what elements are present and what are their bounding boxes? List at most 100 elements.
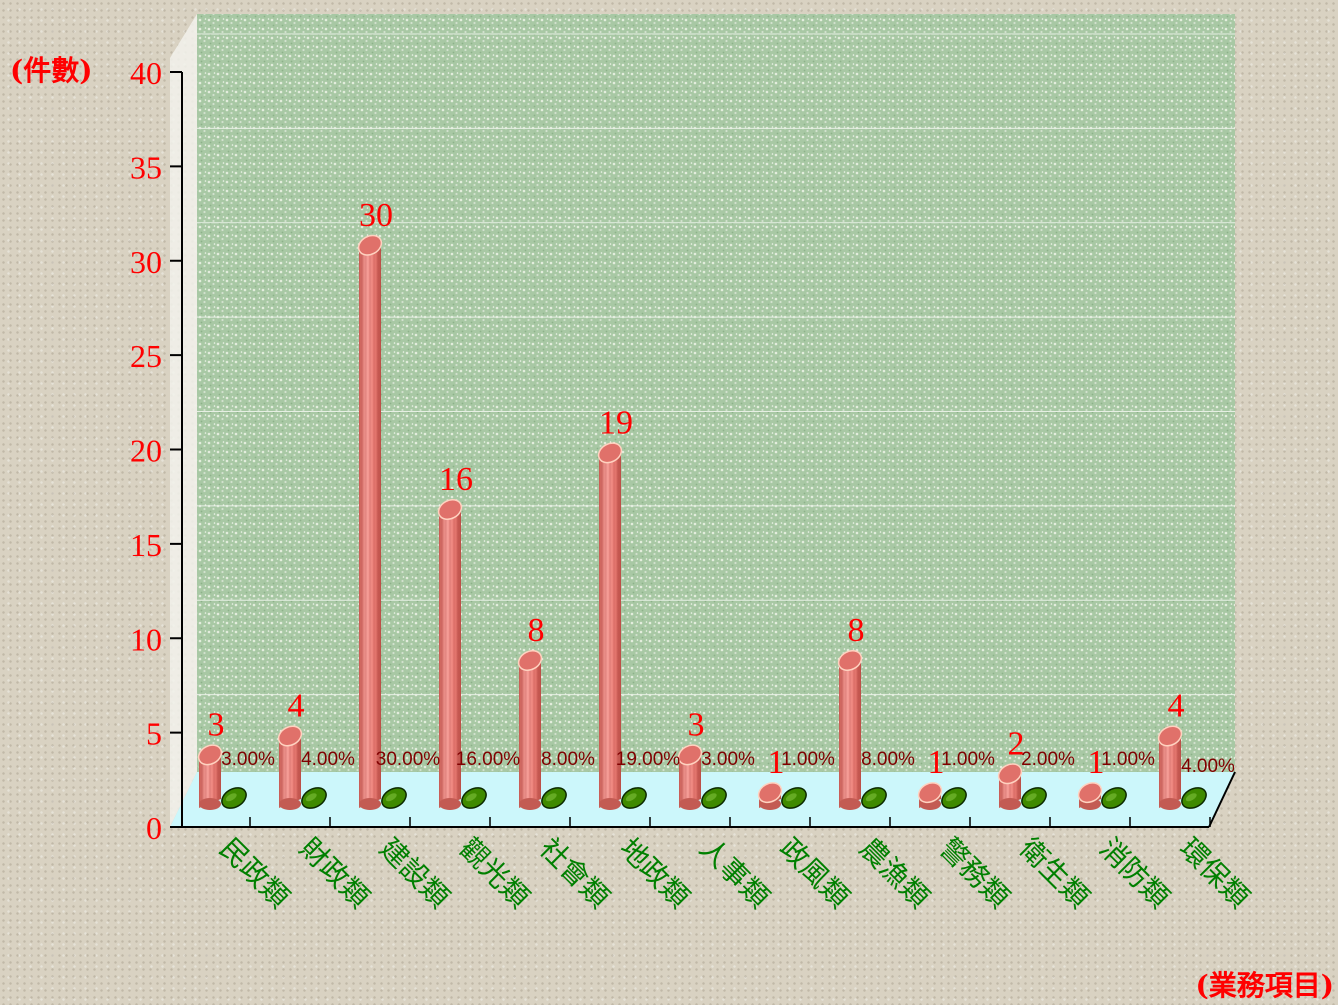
percent-label: 4.00% bbox=[301, 749, 355, 770]
value-label: 30 bbox=[359, 197, 393, 234]
value-label: 16 bbox=[439, 461, 473, 498]
bar bbox=[1157, 725, 1207, 810]
bar-base bbox=[199, 798, 221, 810]
value-label: 3 bbox=[208, 706, 225, 743]
y-tick-label: 35 bbox=[130, 149, 162, 185]
value-label: 4 bbox=[288, 688, 305, 725]
category-label: 政風類 bbox=[773, 832, 856, 915]
percent-marker-highlight bbox=[385, 793, 397, 802]
percent-marker-highlight bbox=[1025, 793, 1037, 802]
plot-side-wall bbox=[170, 14, 197, 827]
bar-top bbox=[917, 782, 943, 804]
bar-top bbox=[197, 744, 223, 766]
bar-texture bbox=[599, 448, 621, 808]
value-label: 1 bbox=[928, 744, 945, 781]
bar-top bbox=[1077, 782, 1103, 804]
bar-top bbox=[597, 442, 623, 464]
y-axis-title: (件數) bbox=[10, 54, 93, 87]
value-label: 1 bbox=[768, 744, 785, 781]
percent-marker-highlight bbox=[465, 793, 477, 802]
category-label: 民政類 bbox=[213, 832, 296, 915]
x-axis-title: (業務項目) bbox=[1196, 969, 1335, 1002]
value-label: 4 bbox=[1168, 688, 1185, 725]
y-tick-label: 40 bbox=[130, 55, 162, 91]
bar-base bbox=[839, 798, 861, 810]
y-tick-label: 15 bbox=[130, 527, 162, 563]
bar bbox=[677, 744, 727, 810]
category-label: 消防類 bbox=[1093, 832, 1176, 915]
percent-label: 3.00% bbox=[221, 749, 275, 770]
bar bbox=[437, 499, 487, 810]
percent-marker-highlight bbox=[625, 793, 637, 802]
percent-marker-highlight bbox=[545, 793, 557, 802]
percent-marker-highlight bbox=[1185, 793, 1197, 802]
bar-top bbox=[437, 499, 463, 521]
percent-marker-highlight bbox=[225, 793, 237, 802]
bar-top bbox=[837, 650, 863, 672]
y-tick-label: 20 bbox=[130, 433, 162, 469]
percent-label: 3.00% bbox=[701, 749, 755, 770]
bar-texture bbox=[439, 505, 461, 808]
bar-texture bbox=[1159, 731, 1181, 808]
category-label: 地政類 bbox=[613, 832, 696, 915]
y-tick-label: 0 bbox=[146, 810, 162, 846]
bar bbox=[277, 725, 327, 810]
x-axis-depth-line bbox=[1208, 771, 1236, 828]
bar-base bbox=[999, 798, 1021, 810]
percent-label: 19.00% bbox=[616, 749, 681, 770]
category-label: 社會類 bbox=[533, 832, 616, 915]
bar bbox=[197, 744, 247, 810]
bar bbox=[837, 650, 887, 810]
category-label: 衛生類 bbox=[1013, 832, 1096, 915]
bar-base bbox=[599, 798, 621, 810]
bar-base bbox=[279, 798, 301, 810]
value-label: 3 bbox=[688, 706, 705, 743]
percent-label: 1.00% bbox=[941, 749, 995, 770]
percent-marker-highlight bbox=[1105, 793, 1117, 802]
value-label: 8 bbox=[848, 612, 865, 649]
bar-top bbox=[1157, 725, 1183, 747]
value-label: 8 bbox=[528, 612, 545, 649]
percent-marker-highlight bbox=[945, 793, 957, 802]
y-tick-label: 5 bbox=[146, 716, 162, 752]
bar-base bbox=[519, 798, 541, 810]
bar-texture bbox=[519, 656, 541, 808]
bar-texture bbox=[279, 731, 301, 808]
percent-label: 8.00% bbox=[541, 749, 595, 770]
bar bbox=[997, 763, 1047, 810]
bar-top bbox=[517, 650, 543, 672]
bar bbox=[1077, 782, 1127, 810]
value-label: 2 bbox=[1008, 725, 1025, 762]
bar-base bbox=[439, 798, 461, 810]
bar-base bbox=[1159, 798, 1181, 810]
category-label: 環保類 bbox=[1173, 832, 1256, 915]
percent-label: 16.00% bbox=[456, 749, 521, 770]
bar bbox=[917, 782, 967, 810]
category-label: 觀光類 bbox=[453, 832, 536, 915]
bar bbox=[597, 442, 647, 810]
bar bbox=[357, 234, 407, 810]
category-label: 人事類 bbox=[693, 832, 776, 915]
bar-base bbox=[359, 798, 381, 810]
y-tick-label: 30 bbox=[130, 244, 162, 280]
percent-label: 4.00% bbox=[1181, 756, 1235, 777]
percent-marker-highlight bbox=[865, 793, 877, 802]
percent-label: 30.00% bbox=[376, 749, 441, 770]
percent-label: 1.00% bbox=[1101, 749, 1155, 770]
bar-top bbox=[357, 234, 383, 256]
bar-top bbox=[997, 763, 1023, 785]
bar-top bbox=[277, 725, 303, 747]
category-label: 農漁類 bbox=[853, 832, 936, 915]
category-label: 財政類 bbox=[293, 832, 376, 915]
category-label: 警務類 bbox=[933, 832, 1016, 915]
plot-back-wall bbox=[197, 14, 1235, 772]
percent-marker-highlight bbox=[785, 793, 797, 802]
bar bbox=[517, 650, 567, 810]
y-tick-label: 10 bbox=[130, 621, 162, 657]
bar-top bbox=[677, 744, 703, 766]
value-label: 1 bbox=[1088, 744, 1105, 781]
percent-label: 2.00% bbox=[1021, 749, 1075, 770]
value-label: 19 bbox=[599, 404, 633, 441]
bar bbox=[757, 782, 807, 810]
